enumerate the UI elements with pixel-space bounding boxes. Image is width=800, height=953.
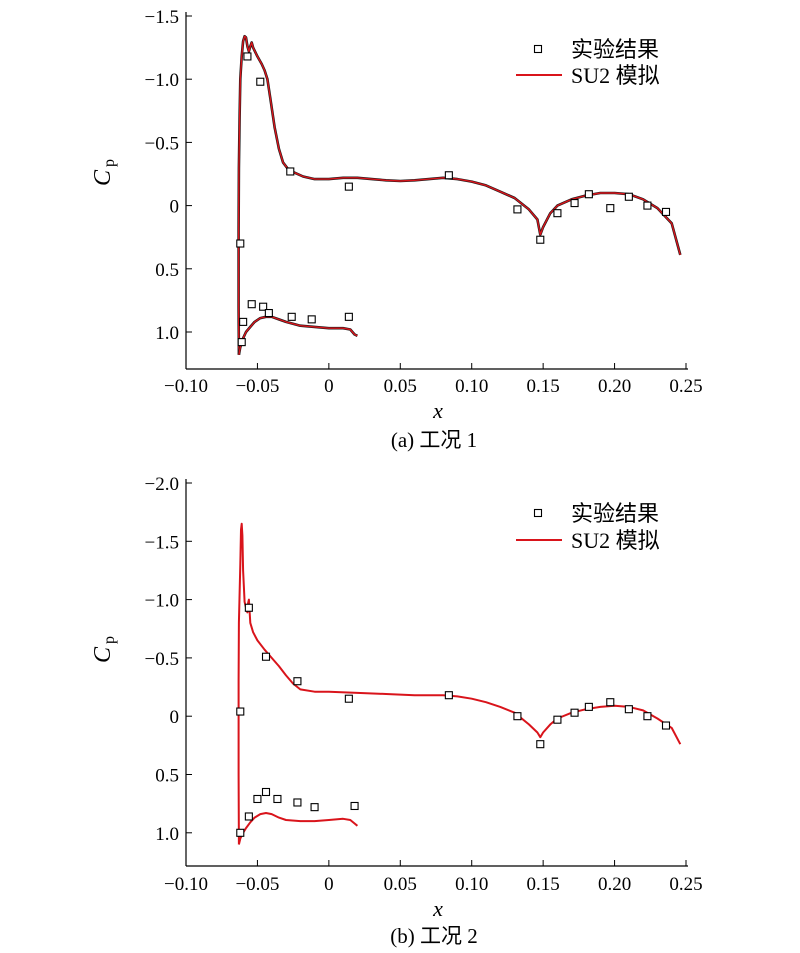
experiment-point [624, 705, 633, 714]
experiment-point [536, 235, 545, 244]
legend-label-experiment: 实验结果 [571, 501, 659, 526]
experiment-point [661, 721, 671, 730]
x-tick-label: −0.10 [164, 376, 208, 397]
experiment-point [513, 712, 522, 721]
experiment-point [243, 52, 252, 61]
experiment-point [344, 694, 353, 703]
y-tick-label: −1.5 [145, 7, 179, 28]
legend-label-experiment: 实验结果 [571, 37, 659, 62]
x-tick-label: −0.05 [235, 874, 279, 895]
chart-caption: (b) 工况 2 [390, 924, 478, 948]
experiment-point [293, 798, 302, 807]
experiment-point [236, 707, 245, 716]
experiment-point [261, 787, 271, 797]
y-tick-label: −0.5 [145, 133, 179, 154]
x-tick-label: 0.20 [598, 874, 631, 895]
experiment-point [606, 204, 615, 213]
legend-marker-experiment [533, 508, 543, 518]
x-axis-label: x [432, 398, 443, 423]
x-tick-label: 0 [324, 376, 334, 397]
x-tick-label: 0.10 [455, 376, 488, 397]
y-tick-label: −2.0 [145, 474, 179, 495]
x-tick-label: 0.20 [598, 376, 631, 397]
y-axis-label-subscript: p [101, 636, 118, 644]
chart-caption: (a) 工况 1 [391, 428, 477, 452]
experiment-point [264, 308, 273, 318]
y-axis-label-subscript: p [101, 159, 118, 167]
x-axis-label: x [432, 896, 443, 921]
experiment-point [444, 171, 453, 180]
x-tick-label: 0.25 [669, 376, 702, 397]
sim-curve-upper [237, 522, 682, 845]
y-tick-label: 0.5 [155, 260, 179, 281]
y-axis-label: C [90, 169, 116, 186]
legend-label-simulation: SU2 模拟 [571, 63, 660, 88]
experiment-point [261, 652, 271, 661]
experiment-point [624, 192, 633, 201]
x-tick-label: 0 [324, 874, 334, 895]
y-tick-label: 0 [170, 707, 180, 728]
experiment-point [239, 317, 248, 326]
y-tick-label: 1.0 [155, 323, 179, 344]
experiment-point [553, 715, 562, 724]
experiment-point [606, 698, 615, 707]
experiment-point [513, 205, 522, 214]
x-tick-label: −0.05 [235, 376, 279, 397]
x-tick-label: −0.10 [164, 874, 208, 895]
sim-curve-lower-outline [237, 315, 358, 356]
chart-panel-2: −0.10 −0.05 0 0.05 0.10 0.15 0.20 0.25 −2.0 −1.5 −… [90, 474, 703, 948]
x-tick-label: 0.05 [384, 376, 417, 397]
sim-curve-upper [237, 35, 681, 355]
x-tick-label: 0.15 [527, 376, 560, 397]
experiment-point [444, 691, 453, 700]
y-tick-label: −1.0 [145, 591, 179, 612]
y-tick-label: −1.0 [145, 70, 179, 91]
y-tick-label: 0 [170, 197, 180, 218]
y-tick-label: −1.5 [145, 532, 179, 553]
sim-curve-lower [238, 316, 358, 355]
x-tick-label: 0.10 [455, 874, 488, 895]
experiment-point [244, 812, 253, 821]
experiment-point [553, 209, 562, 218]
legend-label-simulation: SU2 模拟 [571, 528, 660, 553]
y-tick-label: −0.5 [145, 649, 179, 670]
sim-curve-lower [237, 812, 359, 845]
y-tick-label: 0.5 [155, 766, 179, 787]
experiment-point [244, 603, 253, 612]
experiment-point [536, 740, 545, 749]
experiment-point [256, 77, 265, 86]
experiment-point [236, 828, 245, 837]
experiment-point [287, 312, 296, 321]
experiment-point [661, 207, 671, 216]
experiment-point [350, 801, 359, 811]
experiment-point [570, 708, 579, 717]
experiment-point [237, 338, 246, 347]
experiment-point [584, 190, 593, 199]
experiment-point [247, 300, 256, 309]
experiment-point [293, 677, 302, 686]
experiment-point [643, 201, 652, 210]
experiment-point [643, 712, 652, 721]
y-axis-label: C [90, 646, 116, 663]
experiment-point [259, 302, 268, 311]
x-tick-label: 0.25 [669, 874, 702, 895]
experiment-point [286, 167, 295, 176]
experiment-point [236, 239, 245, 248]
experiment-point [273, 794, 282, 804]
chart-panel-1: −0.10 −0.05 0 0.05 0.10 0.15 0.20 0.25 −1.5 −1.0 −… [90, 7, 703, 452]
x-tick-label: 0.05 [384, 874, 417, 895]
experiment-point [344, 312, 353, 321]
experiment-point [570, 199, 579, 208]
experiment-point [310, 803, 319, 812]
experiment-point [584, 702, 593, 711]
y-tick-label: 1.0 [155, 824, 179, 845]
experiment-point [253, 794, 262, 804]
experiment-point [344, 182, 353, 191]
legend-marker-experiment [533, 44, 543, 54]
x-tick-label: 0.15 [527, 874, 560, 895]
experiment-point [307, 315, 316, 324]
